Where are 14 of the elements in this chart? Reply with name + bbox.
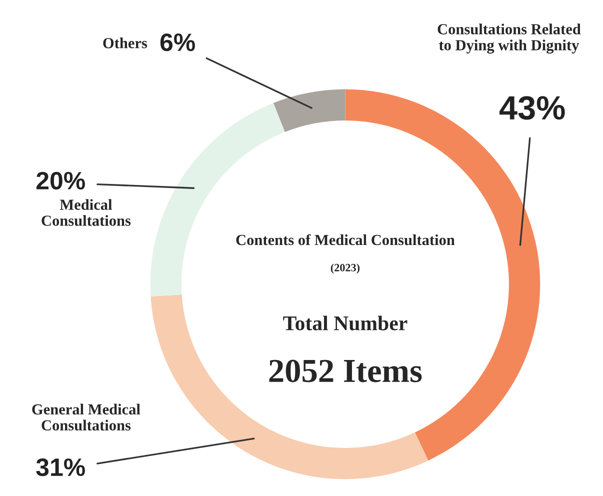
donut-slice <box>150 294 428 480</box>
data-label: 6% <box>160 33 195 52</box>
donut-slice <box>273 89 346 132</box>
slice-label: Consultations Related to Dying with Dignity <box>438 24 581 54</box>
text: Total Number <box>283 316 408 330</box>
slice-label: Others <box>103 38 148 48</box>
data-label: 20% <box>36 172 85 190</box>
text: (2023) <box>330 264 360 274</box>
data-label: 31% <box>36 458 85 476</box>
data-label: 43% <box>499 96 565 120</box>
slice-label: Medical Consultations <box>42 199 131 226</box>
text: 2052 Items <box>269 360 422 382</box>
slice-label: General Medical Consultations <box>32 404 140 431</box>
text: Contents of Medical Consultation <box>236 234 455 246</box>
